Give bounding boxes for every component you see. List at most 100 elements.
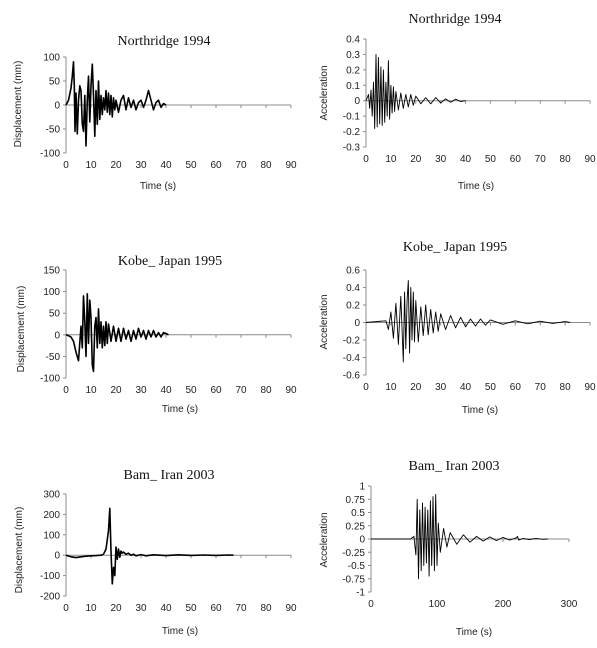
y-tick-label: 0	[359, 535, 365, 546]
y-axis-label: Acceleration	[319, 294, 330, 349]
x-tick-label: 300	[561, 599, 578, 610]
x-tick-label: 70	[235, 385, 247, 396]
x-tick-label: 0	[363, 382, 369, 393]
x-tick-label: 0	[63, 603, 69, 614]
x-axis-label: Time (s)	[162, 626, 198, 637]
series-line	[65, 292, 169, 373]
x-tick-label: 30	[135, 385, 147, 396]
x-tick-label: 70	[235, 160, 247, 171]
x-tick-label: 60	[210, 603, 222, 614]
x-tick-label: 10	[385, 154, 397, 165]
y-axis-label: Acceleration	[319, 512, 330, 567]
x-tick-label: 80	[560, 382, 572, 393]
x-axis-label: Time (s)	[458, 181, 494, 192]
panel-kobe-acceleration: Kobe_ Japan 1995 Time (s) Acceleration -…	[319, 240, 596, 416]
y-tick-label: -0.75	[342, 574, 365, 585]
panel-northridge-displacement: Northridge 1994 Time (s) Displacement (m…	[13, 34, 297, 192]
y-tick-label: -200	[40, 592, 60, 603]
x-tick-label: 40	[460, 382, 472, 393]
x-tick-label: 60	[510, 382, 522, 393]
x-tick-label: 20	[110, 603, 122, 614]
y-tick-label: 0	[54, 101, 60, 112]
y-tick-label: 50	[49, 309, 61, 320]
y-tick-label: 0	[354, 318, 360, 329]
series-line	[365, 53, 466, 129]
x-tick-label: 50	[485, 382, 497, 393]
x-axis-label: Time (s)	[462, 405, 498, 416]
y-axis-label: Displacement (mm)	[16, 286, 27, 373]
x-tick-label: 30	[435, 382, 447, 393]
x-tick-label: 90	[584, 154, 596, 165]
x-tick-label: 0	[63, 160, 69, 171]
x-tick-label: 20	[110, 160, 122, 171]
x-tick-label: 50	[185, 385, 197, 396]
x-tick-label: 70	[535, 382, 547, 393]
y-tick-label: -100	[40, 149, 60, 160]
y-tick-label: 100	[43, 287, 60, 298]
y-tick-label: 0	[54, 330, 60, 341]
x-tick-label: 10	[85, 385, 97, 396]
y-tick-label: 1	[359, 482, 365, 493]
x-tick-label: 20	[410, 382, 422, 393]
y-tick-label: -0.3	[343, 143, 361, 154]
panel-bam-displacement: Bam_ Iran 2003 Time (s) Displacement (mm…	[14, 468, 297, 637]
y-tick-label: 100	[43, 530, 60, 541]
y-tick-label: -100	[40, 571, 60, 582]
x-tick-label: 30	[135, 160, 147, 171]
y-tick-label: -0.4	[343, 353, 361, 364]
y-tick-label: -50	[46, 352, 61, 363]
y-tick-label: 0.3	[346, 50, 360, 61]
y-tick-label: -0.25	[342, 548, 365, 559]
chart-title: Northridge 1994	[118, 34, 211, 49]
y-tick-label: 0.5	[351, 508, 365, 519]
panel-bam-acceleration: Bam_ Iran 2003 Time (s) Acceleration -1-…	[319, 459, 578, 638]
chart-title: Northridge 1994	[409, 12, 502, 27]
y-tick-label: 0.2	[346, 65, 360, 76]
y-tick-label: -0.1	[343, 112, 361, 123]
y-axis-label: Acceleration	[319, 65, 330, 120]
x-tick-label: 40	[160, 385, 172, 396]
y-tick-label: -50	[46, 125, 61, 136]
chart-title: Bam_ Iran 2003	[409, 459, 500, 474]
x-tick-label: 90	[285, 385, 297, 396]
y-tick-label: 0.6	[346, 266, 360, 277]
series-line	[371, 494, 548, 580]
y-tick-label: 0	[54, 551, 60, 562]
y-tick-label: 150	[43, 266, 60, 277]
y-axis-label: Displacement (mm)	[13, 61, 24, 148]
x-tick-label: 10	[85, 603, 97, 614]
y-tick-label: -0.2	[343, 336, 361, 347]
y-tick-label: -0.5	[348, 561, 366, 572]
panel-kobe-displacement: Kobe_ Japan 1995 Time (s) Displacement (…	[16, 254, 297, 415]
x-tick-label: 40	[160, 603, 172, 614]
x-tick-label: 0	[63, 385, 69, 396]
y-tick-label: 200	[43, 510, 60, 521]
plot-area: -200 -100 0 100 200 300 0 10 20 30 40 50 60 70 80 90	[40, 490, 297, 615]
x-tick-label: 30	[135, 603, 147, 614]
x-tick-label: 40	[460, 154, 472, 165]
x-tick-label: 50	[185, 603, 197, 614]
x-tick-label: 80	[260, 160, 272, 171]
y-tick-label: -100	[40, 374, 60, 385]
x-tick-label: 200	[495, 599, 512, 610]
x-tick-label: 90	[285, 160, 297, 171]
x-axis-label: Time (s)	[456, 627, 492, 638]
x-tick-label: 50	[485, 154, 497, 165]
y-tick-label: 0.1	[346, 81, 360, 92]
x-tick-label: 10	[85, 160, 97, 171]
chart-title: Kobe_ Japan 1995	[403, 240, 507, 255]
x-tick-label: 10	[385, 382, 397, 393]
x-tick-label: 100	[429, 599, 446, 610]
plot-area: -0.3 -0.2 -0.1 0 0.1 0.2 0.3 0.4 0 10 20 30 40 50 60 70…	[343, 35, 596, 166]
x-tick-label: 80	[260, 385, 272, 396]
plot-area: -0.6 -0.4 -0.2 0 0.2 0.4 0.6 0 10 20 30 40 50 60 70 80 9…	[343, 266, 596, 394]
plot-area: -1 -0.75 -0.5 -0.25 0 0.25 0.5 0.75 1 0 100 200 300	[342, 482, 578, 611]
x-tick-label: 60	[510, 154, 522, 165]
x-tick-label: 80	[560, 154, 572, 165]
y-tick-label: -0.2	[343, 127, 361, 138]
plot-area: -100 -50 0 50 100 0 10 20 30 40 50 60 70 80 90	[40, 53, 297, 172]
y-axis-label: Displacement (mm)	[14, 507, 25, 594]
x-tick-label: 0	[363, 154, 369, 165]
x-tick-label: 90	[285, 603, 297, 614]
